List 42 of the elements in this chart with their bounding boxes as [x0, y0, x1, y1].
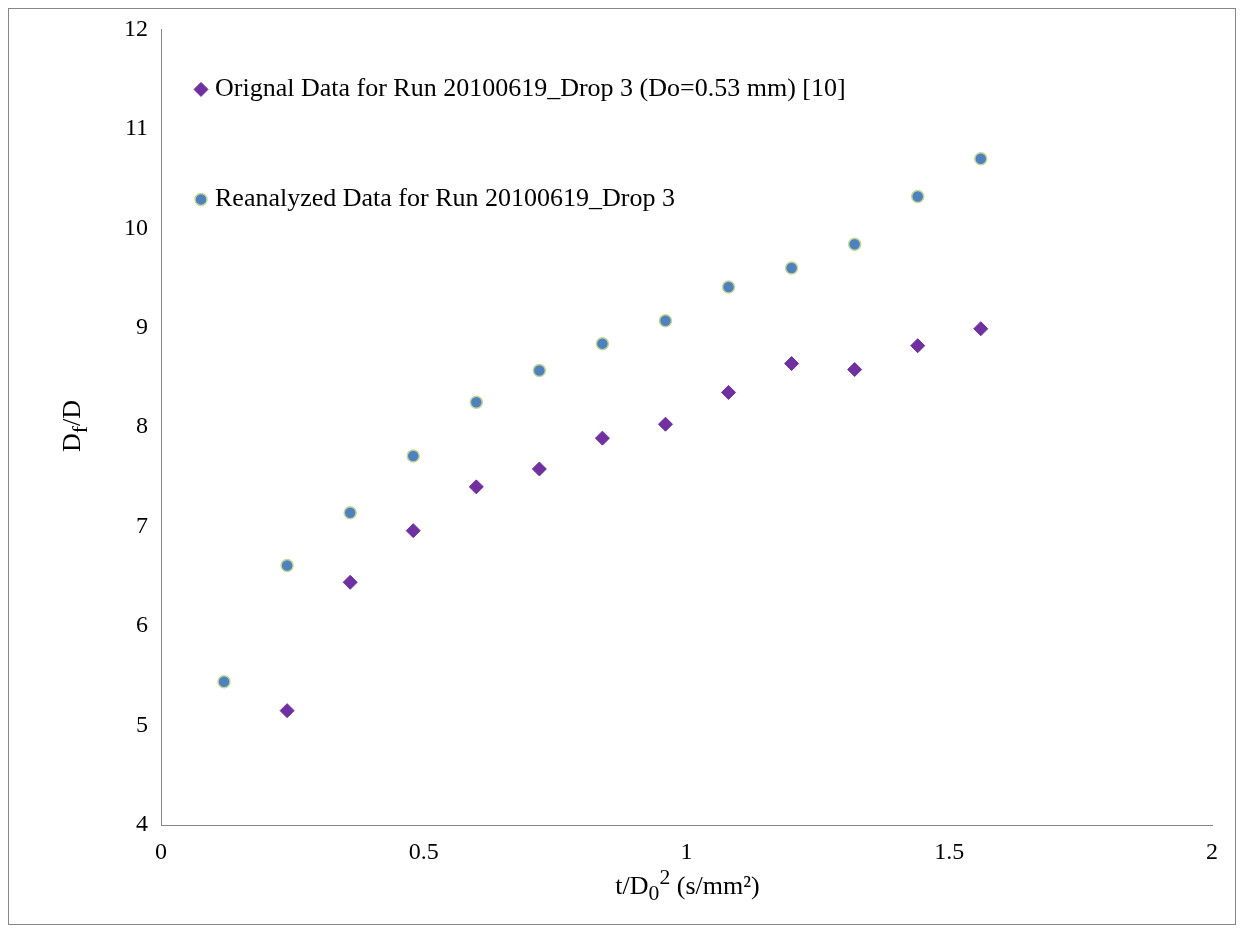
- point: [280, 558, 294, 573]
- point: [658, 314, 673, 328]
- point: [279, 703, 295, 719]
- point: [343, 505, 357, 520]
- x-tick-label: 1.5: [934, 837, 965, 864]
- point: [910, 338, 926, 354]
- point: [342, 574, 358, 590]
- y-tick-label: 8: [136, 412, 148, 439]
- point: [784, 261, 799, 275]
- point: [974, 151, 988, 166]
- x-tick-label: 2: [1206, 837, 1218, 864]
- point: [721, 280, 736, 294]
- x-tick-label: 0.5: [408, 837, 439, 864]
- x-axis-title: t/D$_{0}$$^{2}$ (s/mm²): [614, 865, 761, 906]
- y-tick-label: 12: [124, 14, 148, 41]
- point: [721, 384, 737, 400]
- y-tick-label: 6: [136, 611, 148, 638]
- y-tick-label: 10: [124, 213, 148, 240]
- point: [657, 416, 673, 432]
- point: [531, 461, 547, 477]
- y-tick-label: 7: [136, 511, 148, 538]
- point: [910, 189, 925, 204]
- point: [973, 321, 989, 337]
- point: [847, 237, 862, 251]
- point: [595, 336, 610, 351]
- legend-label: Reanalyzed Data for Run 20100619_Drop 3: [215, 183, 675, 213]
- point: [847, 362, 863, 378]
- point: [468, 479, 484, 495]
- x-tick-label: 0: [155, 837, 167, 864]
- point: [532, 363, 547, 378]
- y-tick-label: 9: [136, 313, 148, 340]
- point: [406, 449, 420, 463]
- point: [405, 523, 421, 539]
- point: [217, 675, 231, 689]
- y-tick-label: 11: [124, 114, 148, 141]
- point: [594, 430, 610, 446]
- point: [784, 356, 800, 372]
- y-tick-label: 4: [136, 810, 148, 837]
- legend-label: Orignal Data for Run 20100619_Drop 3 (Do=0.53 mm) [10]: [215, 73, 846, 103]
- x-tick-label: 1: [680, 837, 693, 864]
- point: [469, 395, 484, 410]
- y-tick-label: 5: [136, 710, 148, 737]
